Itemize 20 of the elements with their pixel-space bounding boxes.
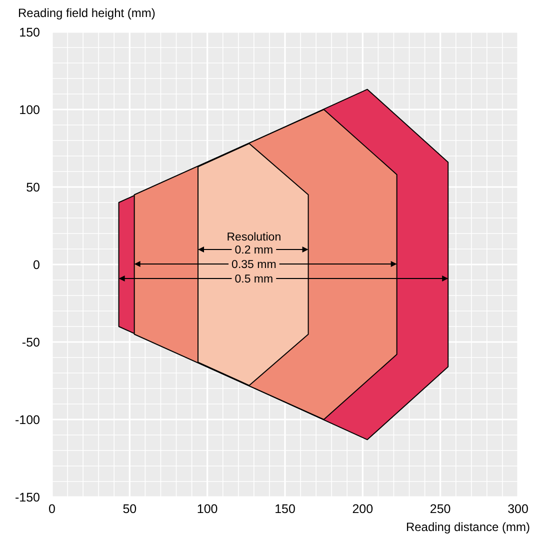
y-tick-label: -100 <box>14 413 40 427</box>
x-tick-label: 50 <box>122 502 137 516</box>
y-tick-label: 0 <box>33 258 40 272</box>
x-tick-label: 150 <box>274 502 296 516</box>
x-tick-label: 0 <box>48 502 56 516</box>
x-axis-title: Reading distance (mm) <box>406 520 530 534</box>
y-axis-title: Reading field height (mm) <box>18 6 156 20</box>
x-tick-label: 250 <box>430 502 451 516</box>
series-label: 0.35 mm <box>232 259 276 271</box>
series-label: 0.5 mm <box>234 274 274 286</box>
y-tick-label: -50 <box>22 336 40 350</box>
legend-title: Resolution <box>226 232 282 244</box>
series-label: 0.2 mm <box>234 244 274 256</box>
y-tick-label: 150 <box>19 26 40 40</box>
y-tick-label: -150 <box>14 490 40 504</box>
x-tick-label: 100 <box>196 502 218 516</box>
y-tick-label: 100 <box>19 103 40 117</box>
y-tick-label: 50 <box>26 180 40 194</box>
x-tick-label: 200 <box>352 502 374 516</box>
x-tick-label: 300 <box>508 502 528 516</box>
